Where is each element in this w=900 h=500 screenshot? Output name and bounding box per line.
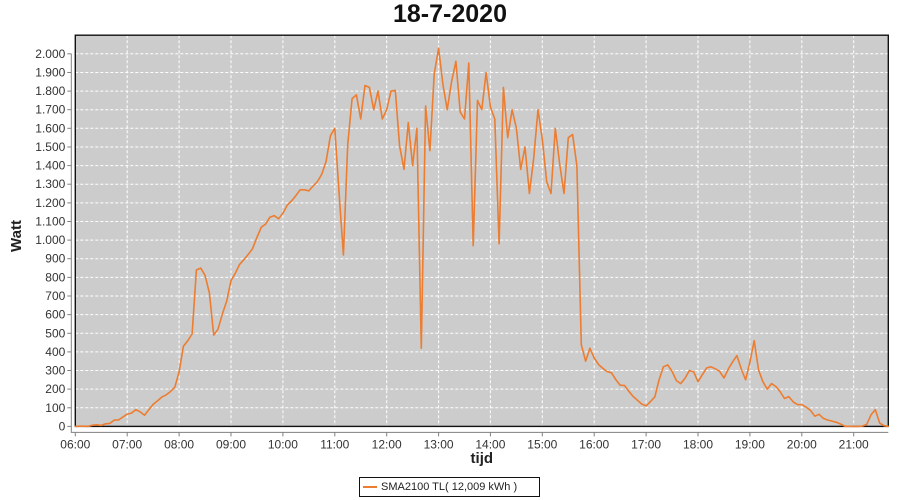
svg-text:1.900: 1.900 <box>35 66 65 80</box>
svg-text:1.800: 1.800 <box>35 84 65 98</box>
svg-text:800: 800 <box>45 270 65 284</box>
svg-text:300: 300 <box>45 364 65 378</box>
svg-text:700: 700 <box>45 289 65 303</box>
svg-text:0: 0 <box>59 419 66 433</box>
svg-text:400: 400 <box>45 345 65 359</box>
svg-text:200: 200 <box>45 382 65 396</box>
svg-text:500: 500 <box>45 326 65 340</box>
svg-text:1.100: 1.100 <box>35 215 65 229</box>
svg-text:1.600: 1.600 <box>35 121 65 135</box>
svg-text:1.700: 1.700 <box>35 103 65 117</box>
svg-text:600: 600 <box>45 308 65 322</box>
svg-text:2.000: 2.000 <box>35 47 65 61</box>
svg-text:1.300: 1.300 <box>35 177 65 191</box>
svg-text:900: 900 <box>45 252 65 266</box>
svg-text:1.400: 1.400 <box>35 159 65 173</box>
svg-text:1.500: 1.500 <box>35 140 65 154</box>
svg-text:100: 100 <box>45 401 65 415</box>
svg-text:1.200: 1.200 <box>35 196 65 210</box>
svg-text:1.000: 1.000 <box>35 233 65 247</box>
